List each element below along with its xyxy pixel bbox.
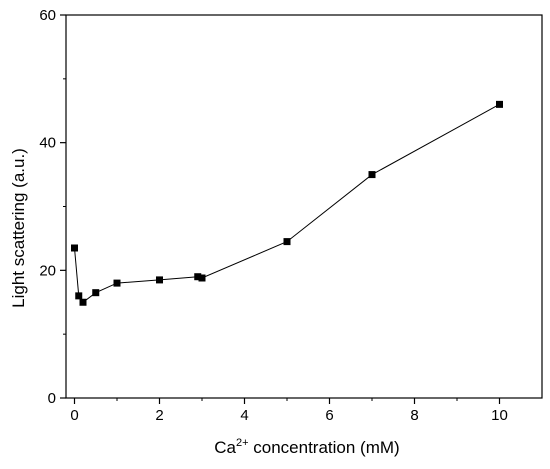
data-point-5 [156, 276, 163, 284]
y-tick-label-0: 0 [48, 390, 56, 407]
series-0-line [74, 103, 500, 303]
y-axis-title: Light scattering (a.u.) [9, 148, 28, 308]
data-point-1 [75, 292, 83, 300]
ticks: 0 2 4 6 8 10 0 20 40 60 [39, 7, 508, 424]
x-tick-label-6: 6 [325, 407, 333, 424]
axes [65, 14, 543, 399]
x-axis-title: Ca2+ concentration (mM) [214, 437, 399, 457]
plot-frame [65, 14, 543, 399]
y-tick-label-40: 40 [39, 135, 56, 152]
data-point-9 [368, 171, 376, 179]
markers-group [71, 100, 503, 306]
x-tick-label-0: 0 [70, 407, 78, 424]
data-point-0 [71, 244, 78, 252]
data-point-6 [194, 273, 202, 281]
data-point-2 [79, 298, 87, 306]
data-point-8 [283, 238, 291, 246]
x-tick-label-4: 4 [240, 407, 248, 424]
y-tick-label-60: 60 [39, 7, 56, 24]
y-tick-label-20: 20 [39, 262, 56, 279]
x-tick-label-10: 10 [491, 407, 508, 424]
series-line-group [74, 103, 500, 303]
data-point-3 [92, 289, 100, 297]
x-axis-title-sup: 2+ [236, 437, 249, 449]
x-tick-label-8: 8 [410, 407, 418, 424]
data-point-10 [496, 100, 503, 108]
x-tick-label-2: 2 [155, 407, 163, 424]
data-point-7 [198, 274, 206, 282]
x-axis-title-main: Ca [214, 438, 236, 457]
data-point-4 [113, 279, 121, 287]
x-axis-title-rest: concentration (mM) [249, 438, 400, 457]
